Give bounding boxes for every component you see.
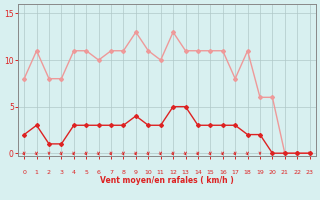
- X-axis label: Vent moyen/en rafales ( km/h ): Vent moyen/en rafales ( km/h ): [100, 176, 234, 185]
